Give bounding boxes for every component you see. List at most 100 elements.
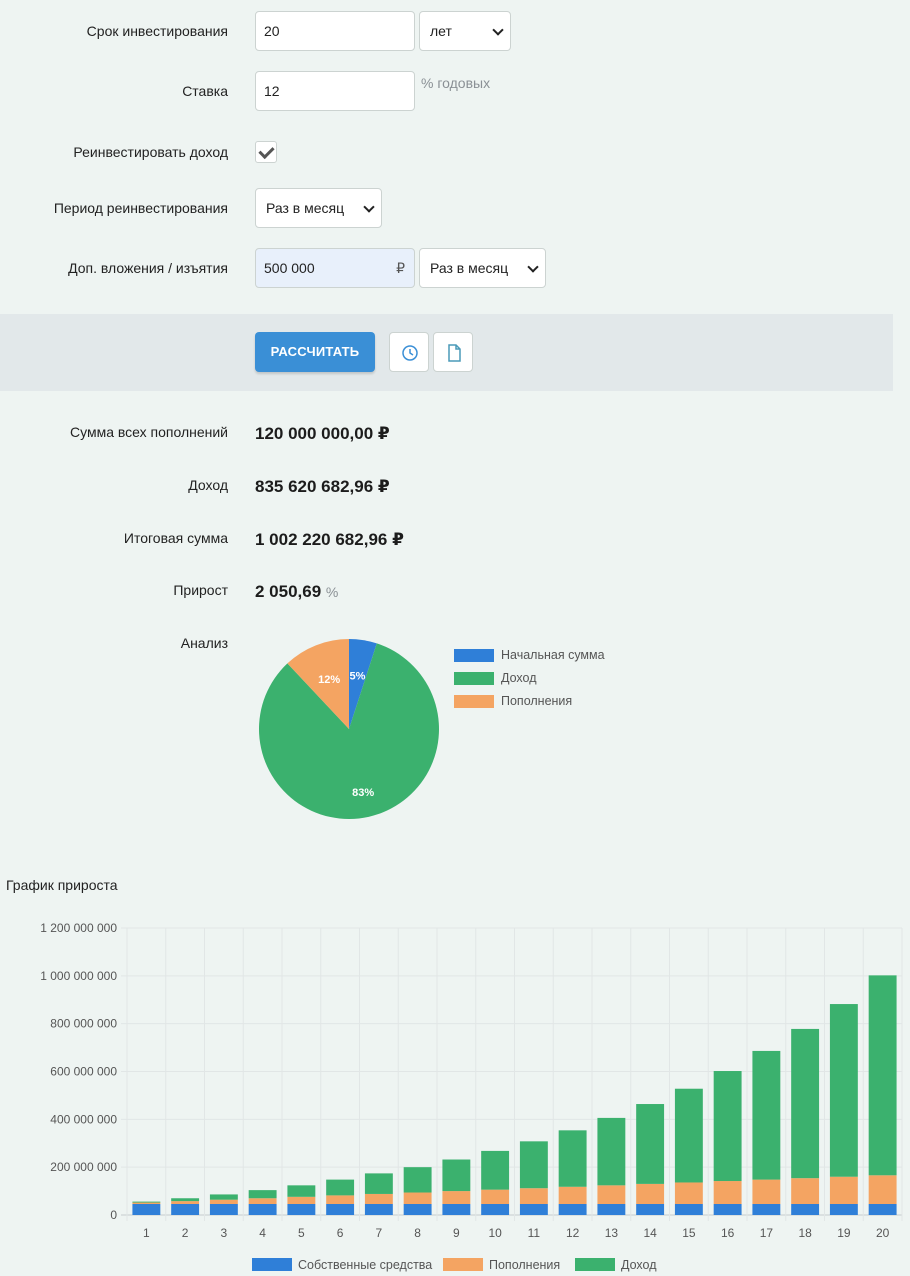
bar-segment-deposits[interactable] (713, 1181, 742, 1204)
bar-segment-income[interactable] (442, 1159, 471, 1192)
bar-segment-own[interactable] (209, 1203, 238, 1215)
bar-segment-own[interactable] (791, 1203, 820, 1215)
x-tick-label: 15 (682, 1226, 696, 1240)
bar-segment-income[interactable] (558, 1130, 587, 1187)
term-input[interactable]: 20 (255, 11, 415, 51)
extra-period-select[interactable]: Раз в месяц (419, 248, 546, 288)
bar-segment-income[interactable] (636, 1104, 665, 1184)
bar-segment-deposits[interactable] (558, 1186, 587, 1204)
bar-segment-own[interactable] (481, 1203, 510, 1215)
bar-segment-income[interactable] (713, 1071, 742, 1182)
legend-text[interactable]: Собственные средства (298, 1258, 432, 1272)
bar-segment-own[interactable] (519, 1203, 548, 1215)
bar-segment-deposits[interactable] (597, 1185, 626, 1204)
pie-slice-income[interactable] (259, 643, 439, 819)
x-tick-label: 17 (760, 1226, 774, 1240)
bar-segment-income[interactable] (364, 1173, 393, 1194)
bar-segment-income[interactable] (132, 1201, 161, 1203)
growth-chart-title: График прироста (6, 877, 118, 893)
bar-segment-deposits[interactable] (636, 1183, 665, 1204)
extra-input[interactable]: 500 000 ₽ (255, 248, 415, 288)
bar-segment-deposits[interactable] (287, 1196, 316, 1204)
bar-segment-deposits[interactable] (364, 1193, 393, 1204)
bar-segment-income[interactable] (674, 1088, 703, 1183)
extra-label: Доп. вложения / изъятия (68, 260, 228, 276)
term-label: Срок инвестирования (86, 23, 228, 39)
pie-slice-initial[interactable] (349, 639, 377, 729)
reinvest-period-select[interactable]: Раз в месяц (255, 188, 382, 228)
bar-segment-income[interactable] (481, 1150, 510, 1190)
bar-segment-deposits[interactable] (791, 1178, 820, 1204)
bar-segment-own[interactable] (636, 1203, 665, 1215)
x-tick-label: 4 (259, 1226, 266, 1240)
bar-segment-deposits[interactable] (248, 1198, 277, 1204)
bar-segment-own[interactable] (597, 1203, 626, 1215)
calculate-button[interactable]: РАССЧИТАТЬ (255, 332, 375, 372)
bar-segment-deposits[interactable] (132, 1202, 161, 1204)
income-label: Доход (188, 477, 228, 493)
bar-segment-income[interactable] (752, 1050, 781, 1180)
bar-segment-income[interactable] (287, 1185, 316, 1197)
reinvest-checkbox[interactable] (255, 141, 277, 163)
bar-segment-own[interactable] (442, 1203, 471, 1215)
bar-segment-income[interactable] (403, 1167, 432, 1193)
bar-segment-own[interactable] (674, 1203, 703, 1215)
rate-input[interactable]: 12 (255, 71, 415, 111)
legend-text[interactable]: Пополнения (489, 1258, 560, 1272)
bar-segment-income[interactable] (209, 1194, 238, 1200)
action-toolbar: РАССЧИТАТЬ (0, 314, 893, 391)
pie-slice-deposits[interactable] (287, 639, 349, 729)
bar-segment-deposits[interactable] (868, 1175, 897, 1204)
x-tick-label: 18 (798, 1226, 812, 1240)
growth-value: 2 050,69 % (255, 582, 338, 602)
bar-segment-deposits[interactable] (171, 1201, 200, 1204)
legend-text[interactable]: Доход (621, 1258, 657, 1272)
bar-segment-own[interactable] (752, 1203, 781, 1215)
bar-segment-own[interactable] (829, 1203, 858, 1215)
bar-segment-income[interactable] (171, 1198, 200, 1202)
bar-segment-own[interactable] (558, 1203, 587, 1215)
pie-slice-label: 83% (352, 787, 374, 799)
pie-legend-deposits[interactable]: Пополнения (454, 694, 573, 709)
x-tick-label: 9 (453, 1226, 460, 1240)
x-tick-label: 7 (376, 1226, 383, 1240)
x-tick-label: 3 (221, 1226, 228, 1240)
bar-segment-income[interactable] (248, 1190, 277, 1199)
bar-segment-own[interactable] (326, 1203, 355, 1215)
y-tick-label: 600 000 000 (50, 1065, 117, 1079)
legend-swatch (252, 1258, 292, 1271)
bar-segment-own[interactable] (287, 1203, 316, 1215)
bar-segment-deposits[interactable] (326, 1195, 355, 1204)
bar-segment-own[interactable] (248, 1203, 277, 1215)
bar-segment-own[interactable] (713, 1203, 742, 1215)
bar-segment-own[interactable] (868, 1203, 897, 1215)
bar-segment-income[interactable] (868, 975, 897, 1176)
y-tick-label: 400 000 000 (50, 1112, 117, 1126)
bar-segment-deposits[interactable] (442, 1191, 471, 1204)
history-button[interactable] (389, 332, 429, 372)
bar-segment-income[interactable] (326, 1179, 355, 1196)
bar-segment-own[interactable] (171, 1203, 200, 1215)
bar-segment-deposits[interactable] (674, 1182, 703, 1204)
bar-segment-deposits[interactable] (209, 1199, 238, 1204)
document-icon (448, 344, 461, 362)
bar-segment-deposits[interactable] (829, 1176, 858, 1204)
bar-segment-income[interactable] (791, 1028, 820, 1179)
legend-text: Пополнения (501, 694, 573, 708)
bar-segment-deposits[interactable] (752, 1179, 781, 1204)
bar-segment-own[interactable] (364, 1203, 393, 1215)
bar-segment-deposits[interactable] (519, 1188, 548, 1204)
bar-segment-income[interactable] (829, 1004, 858, 1177)
bar-segment-deposits[interactable] (481, 1189, 510, 1204)
bar-segment-deposits[interactable] (403, 1192, 432, 1204)
analysis-pie-chart: 5% 83% 12% (259, 639, 439, 819)
pie-legend-initial[interactable]: Начальная сумма (454, 648, 605, 663)
export-button[interactable] (433, 332, 473, 372)
bar-segment-income[interactable] (597, 1117, 626, 1186)
term-unit-select[interactable]: лет (419, 11, 511, 51)
bar-segment-own[interactable] (132, 1203, 161, 1215)
bar-segment-own[interactable] (403, 1203, 432, 1215)
x-tick-label: 14 (643, 1226, 657, 1240)
bar-segment-income[interactable] (519, 1141, 548, 1189)
pie-legend-income[interactable]: Доход (454, 671, 537, 686)
